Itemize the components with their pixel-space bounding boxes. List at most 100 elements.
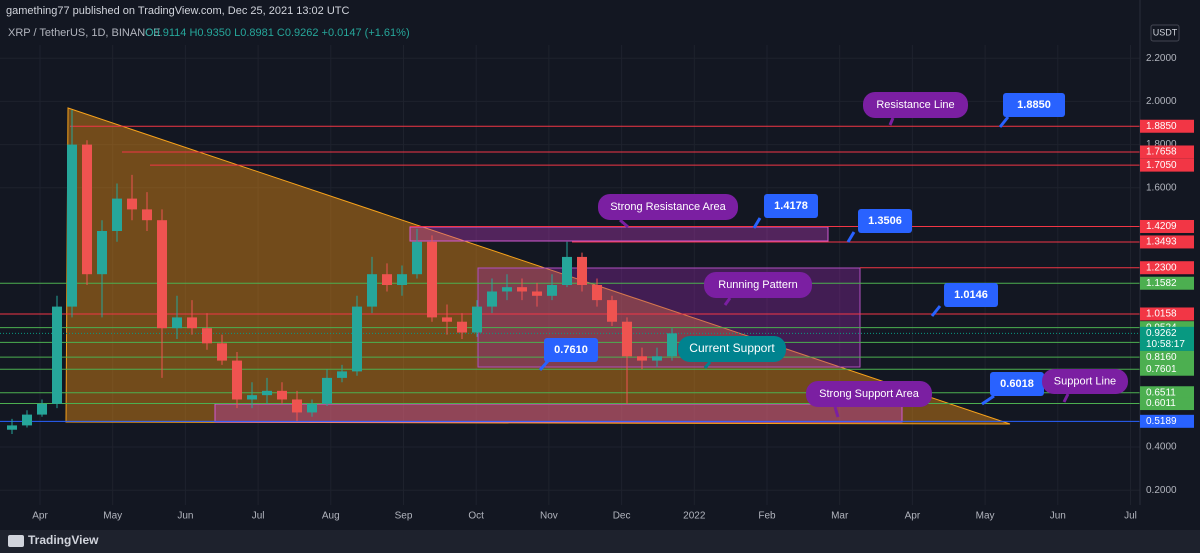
- footer: [0, 530, 1200, 553]
- candle-body: [217, 343, 227, 361]
- price-tag-label: 0.5189: [1146, 416, 1177, 427]
- callout-text: Current Support: [689, 341, 775, 355]
- candle-body: [367, 274, 377, 307]
- ohlc: O0.9114 H0.9350 L0.8981 C0.9262 +0.0147 …: [145, 27, 410, 39]
- candle-body: [277, 390, 287, 400]
- candle-body: [577, 256, 587, 285]
- callout-box: [858, 209, 912, 233]
- candle-body: [607, 300, 617, 322]
- x-tick-label: Apr: [32, 511, 48, 522]
- price-tag: [1140, 397, 1194, 411]
- callout-text: 1.0146: [954, 289, 988, 301]
- callout-text: 1.3506: [868, 215, 902, 227]
- price-tag-label: 1.0158: [1146, 309, 1177, 320]
- price-tag-label: 0.6511: [1146, 387, 1176, 398]
- price-tag: [1140, 119, 1194, 133]
- x-tick-label: Jun: [1050, 511, 1066, 522]
- callout-text: 0.6018: [1000, 378, 1034, 390]
- candle-body: [157, 220, 167, 329]
- x-tick-label: Jun: [177, 511, 193, 522]
- candle-body: [232, 360, 242, 400]
- candle-body: [487, 291, 497, 307]
- candle-body: [517, 287, 527, 292]
- x-tick-label: 2022: [683, 511, 706, 522]
- candle-body: [37, 403, 47, 415]
- callout-box: [944, 283, 998, 307]
- price-tag: [1140, 219, 1194, 233]
- candle-body: [472, 306, 482, 333]
- callout-tail: [752, 217, 762, 229]
- y-tick-label: 2.2000: [1146, 53, 1177, 64]
- callout-box: [598, 194, 738, 220]
- candle-body: [7, 425, 17, 430]
- callout-box: [764, 194, 818, 218]
- callout-box: [863, 92, 968, 118]
- support-area: [214, 403, 903, 423]
- callout-text: Strong Support Area: [819, 388, 920, 400]
- candle-body: [532, 291, 542, 296]
- candle-body: [97, 231, 107, 275]
- price-tag-label: 1.2300: [1146, 262, 1177, 273]
- price-tag: [1140, 362, 1194, 376]
- candle-body: [547, 285, 557, 296]
- callout-box: [1003, 93, 1065, 117]
- callout-box: [704, 272, 812, 298]
- x-tick-label: May: [103, 511, 122, 522]
- x-tick-label: Apr: [905, 511, 921, 522]
- candle-body: [247, 395, 257, 400]
- price-tag-label: 0.8160: [1146, 352, 1177, 363]
- candle-body: [652, 356, 662, 361]
- callout-text: Strong Resistance Area: [610, 201, 726, 213]
- callout-tail: [998, 116, 1010, 128]
- candle-body: [322, 377, 332, 404]
- currency[interactable]: USDT: [1153, 27, 1178, 37]
- callout-text: 1.4178: [774, 200, 808, 212]
- x-tick-label: May: [976, 511, 995, 522]
- callout-tail: [833, 406, 840, 418]
- candle-body: [187, 317, 197, 329]
- callout-tail: [723, 297, 732, 306]
- candle-body: [562, 256, 572, 285]
- brand: TradingView: [28, 533, 99, 547]
- candle-body: [352, 306, 362, 372]
- callout-text: 1.8850: [1017, 99, 1051, 111]
- candle-body: [112, 198, 122, 231]
- resistance-area: [409, 226, 829, 242]
- publisher: gamething77 published on TradingView.com…: [6, 5, 350, 17]
- candle-body: [22, 414, 32, 426]
- candle-body: [502, 287, 512, 292]
- callout-box: [990, 372, 1044, 396]
- price-tag-label: 1.4209: [1146, 221, 1177, 232]
- candle-body: [442, 317, 452, 322]
- candle-body: [67, 144, 77, 307]
- currency-button[interactable]: [1150, 24, 1180, 42]
- candle-body: [427, 241, 437, 318]
- candle-body: [412, 241, 422, 275]
- symbol: XRP / TetherUS, 1D, BINANCE: [8, 27, 160, 39]
- current-tag-label: 0.9262: [1146, 328, 1177, 339]
- price-tag-label: 1.3493: [1146, 237, 1177, 248]
- callout-tail: [1062, 393, 1070, 403]
- candle-body: [82, 144, 92, 275]
- price-tag: [1140, 145, 1194, 159]
- candle-body: [142, 209, 152, 221]
- callout-tail: [538, 360, 550, 371]
- candle-body: [172, 317, 182, 329]
- callout-text: Support Line: [1054, 375, 1116, 387]
- price-tag: [1140, 350, 1194, 364]
- y-tick-label: 1.8000: [1146, 139, 1177, 150]
- price-tag-label: 0.7601: [1146, 364, 1177, 375]
- callout-text: Resistance Line: [876, 99, 954, 111]
- candle-body: [667, 333, 677, 357]
- candle-body: [307, 403, 317, 413]
- price-tag: [1140, 307, 1194, 321]
- price-tag: [1140, 235, 1194, 249]
- callout-box: [678, 336, 786, 362]
- x-tick-label: Sep: [395, 511, 413, 522]
- candle-body: [202, 328, 212, 344]
- callout-tail: [888, 117, 895, 126]
- callout-tail: [981, 394, 995, 406]
- callout-tail: [703, 361, 712, 369]
